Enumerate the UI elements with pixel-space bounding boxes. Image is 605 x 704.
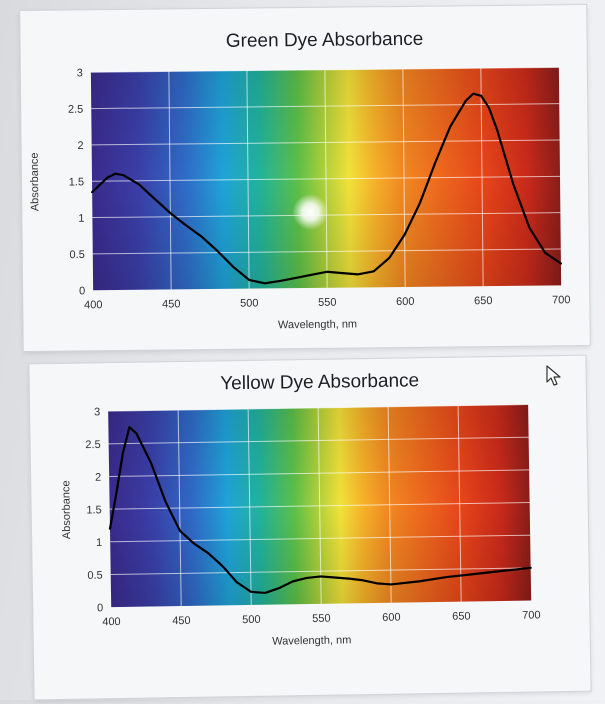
- mouse-cursor-icon: [545, 365, 563, 392]
- green-dye-chart-card: Green Dye Absorbance 400 450 500 550 600 650 70…: [20, 5, 590, 351]
- absorbance-curve: [108, 426, 532, 595]
- vertical-gridline: [480, 68, 484, 287]
- vertical-gridline: [317, 407, 322, 604]
- vertical-gridline: [402, 68, 406, 287]
- x-tick-label: 550: [318, 297, 336, 309]
- vertical-gridline: [247, 408, 252, 605]
- vertical-gridline: [457, 405, 462, 602]
- y-tick-label: 1.5: [86, 504, 101, 516]
- x-tick-label: 500: [242, 614, 261, 626]
- y-tick-label: 3: [94, 406, 100, 418]
- y-tick-label: 2: [77, 140, 83, 152]
- y-tick-label: 1.5: [69, 176, 84, 188]
- chart-title: Green Dye Absorbance: [226, 29, 424, 52]
- screen-glare: [292, 193, 329, 230]
- x-tick-label: 400: [84, 299, 102, 311]
- y-tick-label: 0: [79, 285, 85, 297]
- x-tick-label: 650: [452, 610, 471, 622]
- vertical-gridline: [324, 69, 328, 288]
- vertical-gridline: [387, 406, 392, 603]
- green-dye-chart: Green Dye Absorbance 400 450 500 550 600 650 70…: [29, 29, 571, 332]
- x-tick-label: 450: [172, 615, 191, 627]
- chart-title: Yellow Dye Absorbance: [220, 370, 419, 394]
- x-axis-label: Wavelength, nm: [278, 318, 357, 331]
- x-tick-label: 700: [522, 609, 541, 621]
- y-tick-label: 1: [96, 537, 102, 549]
- y-axis-label: Absorbance: [29, 152, 42, 211]
- y-tick-label: 2: [95, 472, 101, 484]
- y-tick-label: 0.5: [87, 570, 102, 582]
- x-tick-label: 650: [474, 295, 492, 307]
- y-tick-label: 0: [97, 602, 103, 614]
- x-tick-label: 700: [552, 294, 570, 306]
- y-tick-label: 3: [77, 67, 83, 79]
- yellow-dye-chart: Yellow Dye Absorbance 400 450 500 550 600 650 7…: [60, 370, 541, 647]
- horizontal-gridline: [90, 66, 559, 73]
- absorbance-curve: [91, 92, 563, 285]
- x-tick-label: 450: [162, 298, 180, 310]
- x-axis-label: Wavelength, nm: [272, 634, 351, 647]
- y-tick-label: 1: [78, 213, 84, 225]
- y-tick-label: 2.5: [68, 104, 83, 116]
- x-tick-label: 600: [382, 612, 401, 624]
- vertical-gridline: [168, 71, 172, 290]
- vertical-gridline: [177, 410, 182, 607]
- x-tick-label: 600: [396, 296, 414, 308]
- y-tick-label: 2.5: [85, 439, 100, 451]
- x-tick-label: 550: [312, 613, 331, 625]
- x-tick-label: 500: [240, 297, 258, 309]
- vertical-gridline: [246, 70, 250, 289]
- y-tick-label: 0.5: [69, 249, 84, 261]
- x-tick-label: 400: [102, 616, 121, 628]
- y-axis-label: Absorbance: [60, 480, 73, 539]
- yellow-dye-chart-card: Yellow Dye Absorbance 400 450 500 550 600 650 7…: [29, 355, 591, 700]
